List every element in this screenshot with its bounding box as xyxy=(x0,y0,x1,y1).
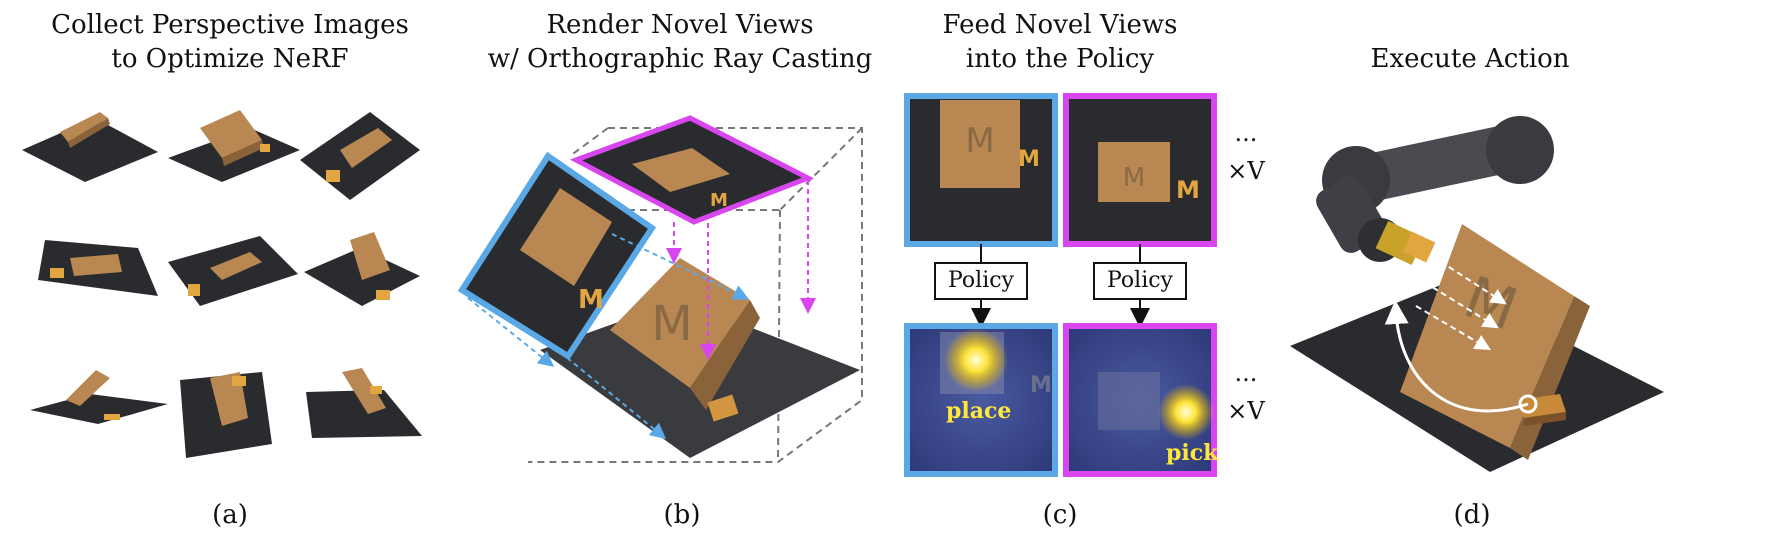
svg-text:M: M xyxy=(1030,373,1052,398)
robot-scene: M xyxy=(1290,116,1664,472)
pick-trajectory xyxy=(1384,300,1529,413)
place-heatmap: M xyxy=(904,323,1058,477)
svg-text:M: M xyxy=(710,190,728,211)
robot-arm xyxy=(1316,116,1554,266)
svg-text:M: M xyxy=(1123,163,1145,193)
perspective-image xyxy=(38,240,158,296)
panel-d-title: Execute Action xyxy=(1290,42,1650,76)
perspective-image xyxy=(30,370,168,424)
place-label: place xyxy=(946,398,1012,424)
perspective-image xyxy=(168,236,298,306)
perspective-image xyxy=(306,368,422,438)
panel-c-title-line1: Feed Novel Views xyxy=(942,10,1178,40)
panel-a-title: Collect Perspective Images to Optimize N… xyxy=(20,8,440,76)
panel-b-caption: (b) xyxy=(663,500,701,530)
repeat-dots-top: ... xyxy=(1234,119,1258,147)
insertion-arrows xyxy=(1415,255,1507,351)
perspective-image xyxy=(168,110,300,182)
svg-text:M: M xyxy=(1018,147,1040,172)
letter-m-piece xyxy=(707,394,739,422)
perspective-image xyxy=(304,232,420,306)
panel-a-title-line1: Collect Perspective Images xyxy=(51,10,409,40)
svg-text:M: M xyxy=(578,285,604,315)
pick-heatmap xyxy=(1063,323,1217,477)
input-view-1: M M xyxy=(904,93,1058,247)
orthographic-scene: M M M xyxy=(457,115,863,463)
policy-box-2: Policy xyxy=(1093,262,1187,300)
side-view-rays xyxy=(467,233,750,440)
svg-text:M: M xyxy=(1176,176,1200,204)
svg-text:M: M xyxy=(965,121,994,161)
repeat-dots-bottom: ... xyxy=(1234,359,1258,387)
panel-b-title: Render Novel Views w/ Orthographic Ray C… xyxy=(450,8,910,76)
perspective-image xyxy=(22,112,158,182)
panel-a-caption: (a) xyxy=(212,500,248,530)
panel-c-title: Feed Novel Views into the Policy xyxy=(900,8,1220,76)
wooden-block: M xyxy=(610,258,760,410)
top-orthographic-view: M xyxy=(569,115,815,225)
top-view-rays xyxy=(666,180,816,360)
policy-pipeline: M M M M M xyxy=(904,93,1217,477)
panel-a-title-line2: to Optimize NeRF xyxy=(111,44,349,74)
panel-c-title-line2: into the Policy xyxy=(965,44,1155,74)
repeat-label-top: ×V xyxy=(1227,157,1265,185)
perspective-image-grid xyxy=(22,110,422,458)
side-orthographic-view: M xyxy=(457,151,657,361)
policy-box-1: Policy xyxy=(934,262,1028,300)
repeat-label-bottom: ×V xyxy=(1227,397,1265,425)
perspective-image xyxy=(300,112,420,200)
panel-b-title-line2: w/ Orthographic Ray Casting xyxy=(487,44,873,74)
panel-b-title-line1: Render Novel Views xyxy=(546,10,814,40)
panel-d-caption: (d) xyxy=(1453,500,1491,530)
perspective-image xyxy=(180,372,272,458)
svg-text:M: M xyxy=(651,296,692,352)
panel-d-title-text: Execute Action xyxy=(1370,44,1570,74)
input-view-2: M M xyxy=(1063,93,1217,247)
panel-c-caption: (c) xyxy=(1042,500,1078,530)
pick-label: pick xyxy=(1166,440,1219,466)
pick-point-marker xyxy=(1518,394,1538,414)
